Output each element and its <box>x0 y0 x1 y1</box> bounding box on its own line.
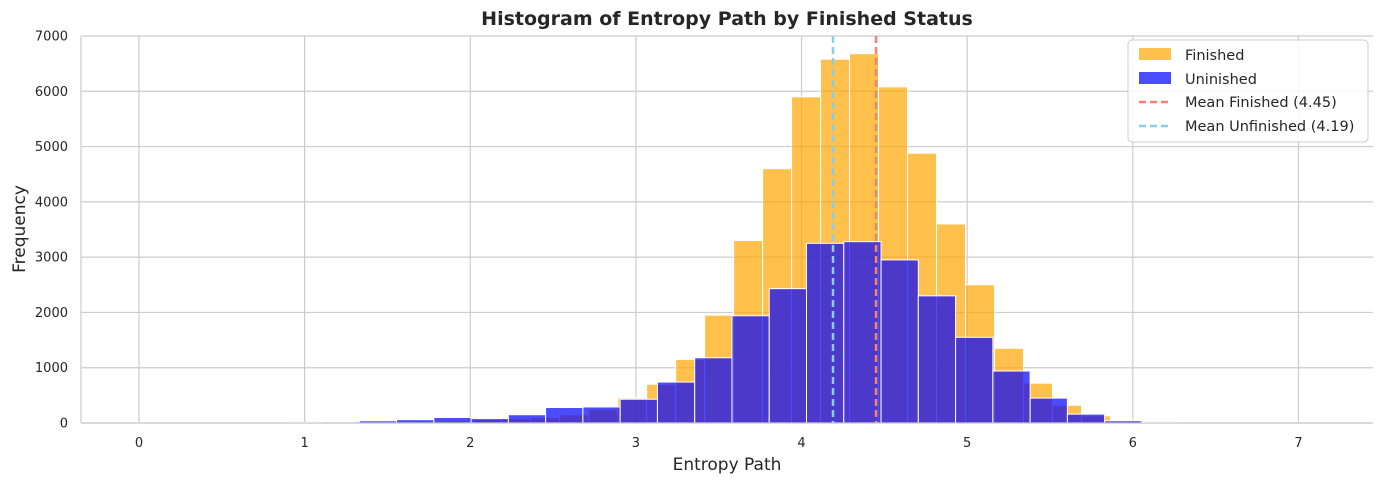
legend-swatch-finished <box>1139 48 1171 60</box>
unfinished-bar <box>917 295 957 424</box>
unfinished-bar <box>470 418 509 424</box>
y-tick-label: 4000 <box>35 195 68 210</box>
unfinished-bar <box>582 406 621 424</box>
unfinished-bar <box>806 242 845 424</box>
legend-frame <box>1127 39 1369 143</box>
unfinished-bar <box>768 288 808 424</box>
y-tick-label: 6000 <box>35 85 68 100</box>
unfinished-bar <box>507 414 547 424</box>
legend-label-unfinished: Uninished <box>1185 72 1257 88</box>
x-tick-label: 6 <box>1129 436 1137 451</box>
legend: Finished Uninished Mean Finished (4.45) … <box>1127 39 1369 143</box>
y-axis-label: Frequency <box>10 185 30 273</box>
x-tick-label: 3 <box>632 436 640 451</box>
x-tick-label: 0 <box>135 436 143 451</box>
y-tick-label: 7000 <box>35 30 68 45</box>
legend-label-finished: Finished <box>1185 48 1244 64</box>
unfinished-bar <box>731 315 770 424</box>
axis-spines <box>80 36 1373 424</box>
y-tick-label: 5000 <box>35 140 68 155</box>
legend-label-mean-unfinished: Mean Unfinished (4.19) <box>1185 119 1354 135</box>
unfinished-bar <box>545 407 584 424</box>
x-tick-label: 5 <box>963 436 971 451</box>
unfinished-bar <box>656 381 696 424</box>
unfinished-bar <box>1066 413 1106 424</box>
chart-title: Histogram of Entropy Path by Finished St… <box>481 8 973 30</box>
unfinished-bar <box>619 398 658 424</box>
unfinished-bar <box>433 416 472 424</box>
x-axis-label: Entropy Path <box>673 455 782 475</box>
legend-label-mean-finished: Mean Finished (4.45) <box>1185 95 1337 111</box>
unfinished-bar <box>1029 397 1068 424</box>
mean-lines <box>831 36 878 423</box>
unfinished-bar <box>955 336 994 424</box>
unfinished-bar <box>992 370 1031 424</box>
grid-layer <box>81 35 1373 424</box>
y-tick-label: 1000 <box>35 361 68 376</box>
y-tick-label: 0 <box>60 417 68 432</box>
x-tick-label: 2 <box>466 436 474 451</box>
y-tick-label: 2000 <box>35 306 68 321</box>
x-tick-labels: 0 1 2 3 4 5 6 7 <box>135 436 1303 451</box>
legend-swatch-unfinished <box>1139 72 1171 84</box>
x-tick-label: 1 <box>300 436 308 451</box>
unfinished-bar <box>880 259 919 424</box>
x-tick-label: 7 <box>1294 436 1302 451</box>
unfinished-bar <box>694 357 733 424</box>
y-tick-label: 3000 <box>35 251 68 266</box>
y-tick-labels: 0 1000 2000 3000 4000 5000 6000 7000 <box>35 30 68 432</box>
x-tick-label: 4 <box>797 436 805 451</box>
